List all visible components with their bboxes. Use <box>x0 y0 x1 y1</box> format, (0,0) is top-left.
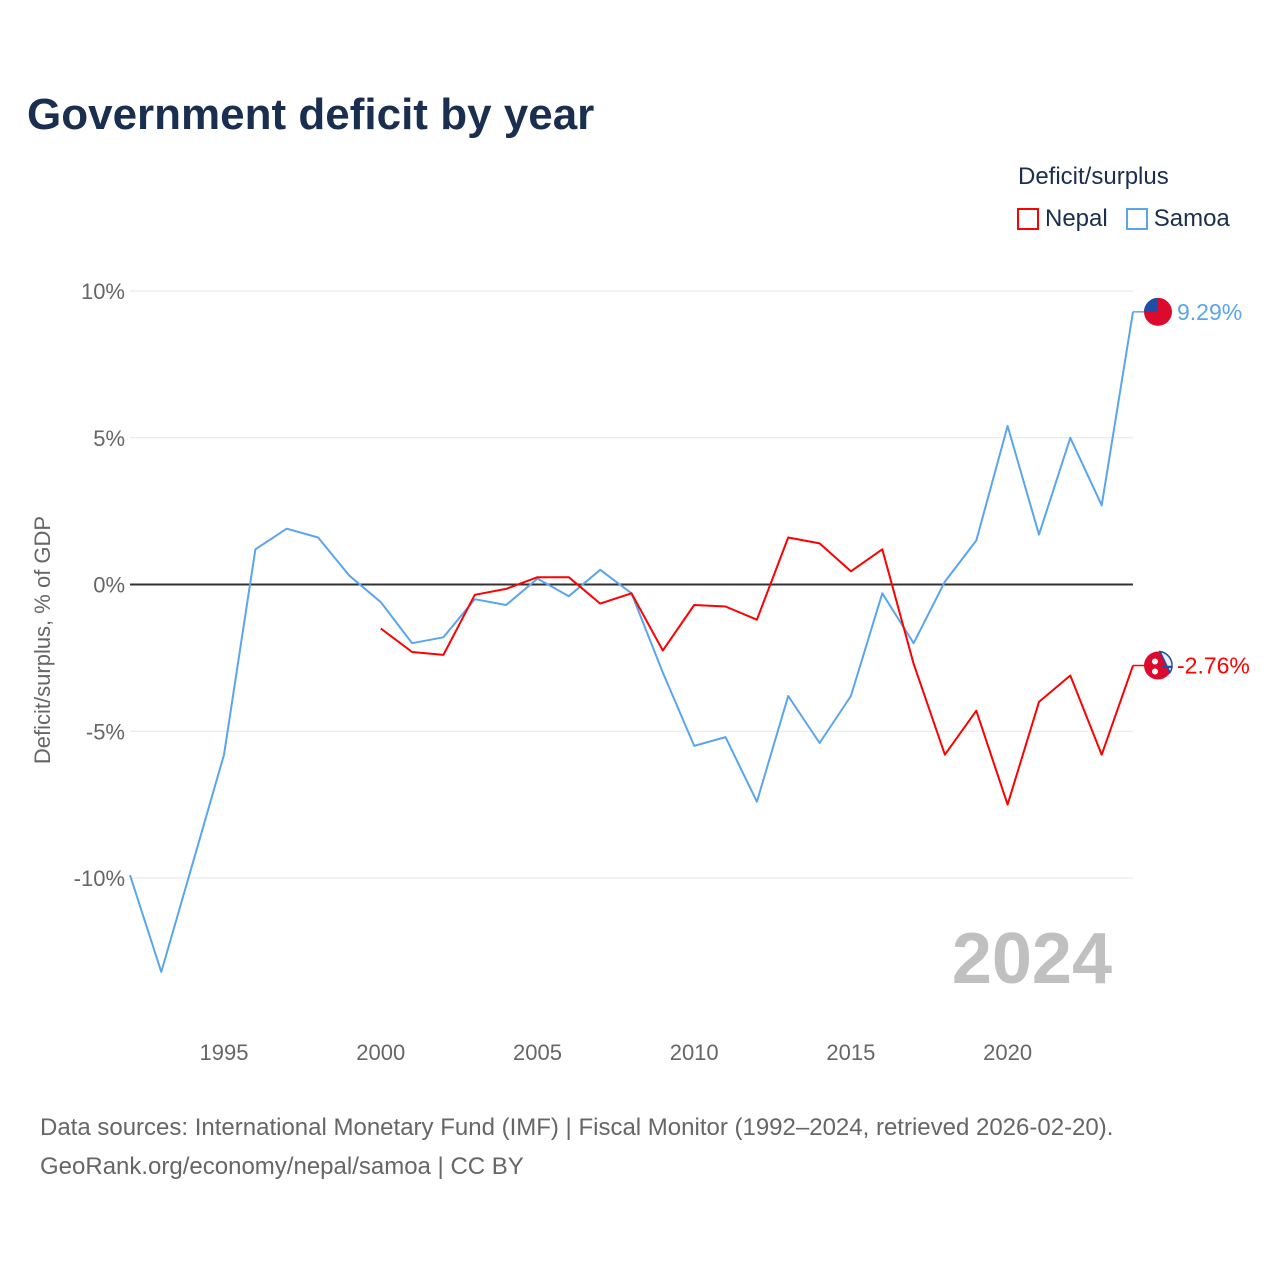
flag-canton <box>1144 297 1158 312</box>
legend-label: Samoa <box>1153 205 1230 232</box>
end-value-label: -2.76% <box>1177 653 1250 679</box>
series-line-nepal <box>380 536 1134 806</box>
y-tick-label: 10% <box>81 279 125 304</box>
y-tick-label: 0% <box>93 573 125 598</box>
x-tick-label: 2020 <box>983 1040 1032 1065</box>
year-watermark: 2024 <box>952 919 1112 999</box>
flag-sun <box>1152 668 1158 675</box>
y-tick-label: 5% <box>93 426 125 451</box>
legend-swatch-nepal <box>1017 208 1039 230</box>
series-line-samoa <box>129 311 1134 973</box>
y-tick-label: -5% <box>86 719 125 744</box>
x-tick-label: 2015 <box>826 1040 875 1065</box>
x-tick-label: 2000 <box>356 1040 405 1065</box>
end-value-label: 9.29% <box>1177 299 1242 325</box>
source-text: Data sources: International Monetary Fun… <box>40 1114 1114 1141</box>
legend-title: Deficit/surplus <box>1018 163 1169 190</box>
x-tick-label: 1995 <box>200 1040 249 1065</box>
legend: Nepal Samoa <box>1017 205 1230 233</box>
x-tick-label: 2010 <box>670 1040 719 1065</box>
legend-item-nepal[interactable]: Nepal <box>1017 205 1108 233</box>
flag-edge <box>1158 650 1173 675</box>
flag-moon <box>1152 658 1158 665</box>
legend-swatch-samoa <box>1125 208 1148 230</box>
y-axis-label: Deficit/surplus, % of GDP <box>30 516 55 764</box>
legend-label: Nepal <box>1045 205 1108 232</box>
attribution-text: GeoRank.org/economy/nepal/samoa | CC BY <box>40 1153 524 1180</box>
y-tick-label: -10% <box>74 866 125 891</box>
legend-item-samoa[interactable]: Samoa <box>1125 205 1230 233</box>
chart-title: Government deficit by year <box>27 90 595 139</box>
footer: Data sources: International Monetary Fun… <box>40 1108 1113 1186</box>
x-tick-label: 2005 <box>513 1040 562 1065</box>
